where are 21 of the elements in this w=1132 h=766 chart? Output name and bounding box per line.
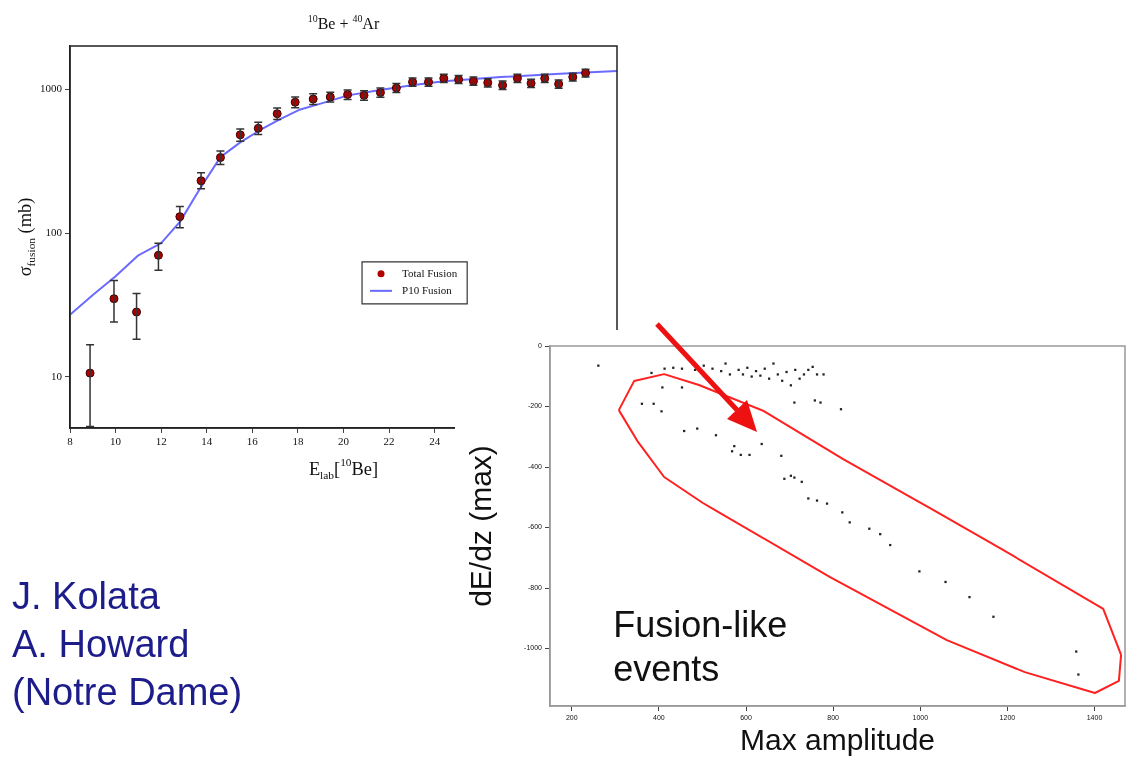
x-tick-label: 16 bbox=[246, 435, 259, 448]
y-tick-label: 1000 bbox=[40, 82, 63, 95]
x-tick-label: 14 bbox=[201, 435, 213, 448]
text: (Notre Dame) bbox=[12, 670, 243, 715]
y-axis-title: dE/dz (max) bbox=[464, 445, 498, 607]
legend-label: Total Fusion bbox=[402, 266, 458, 279]
y-tick-label: 10 bbox=[51, 369, 63, 382]
x-tick-label: 8 bbox=[67, 435, 74, 448]
x-axis-title: Max amplitude bbox=[739, 723, 936, 757]
text: A. Howard bbox=[12, 622, 191, 667]
text: J. Kolata bbox=[12, 574, 161, 619]
legend-label: P10 Fusion bbox=[402, 283, 453, 296]
x-tick-label: 18 bbox=[292, 435, 304, 448]
y-tick-label: 100 bbox=[45, 225, 63, 238]
x-tick-label: 20 bbox=[338, 435, 350, 448]
x-tick-label: 12 bbox=[155, 435, 167, 448]
x-tick-label: 10 bbox=[110, 435, 122, 448]
x-tick-label: 24 bbox=[429, 435, 441, 448]
annotation: Fusion-like events bbox=[613, 603, 788, 689]
x-tick-label: 22 bbox=[383, 435, 395, 448]
y-axis-title: σfusion (mb) bbox=[14, 197, 37, 277]
